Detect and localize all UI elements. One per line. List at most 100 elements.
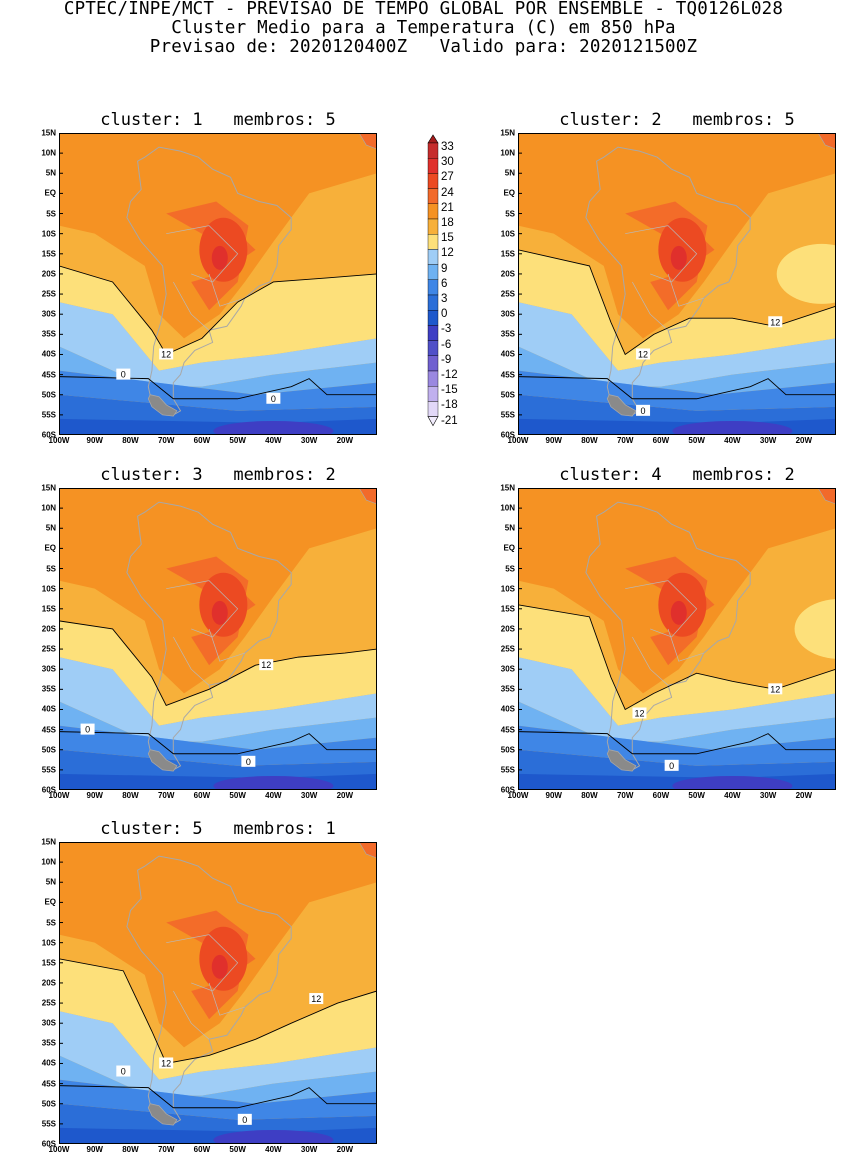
contour-label-bg — [241, 755, 256, 767]
lat-tick-label: 5S — [46, 564, 56, 574]
colorbar-label: -3 — [441, 323, 452, 336]
lon-tick-label: 20W — [336, 791, 354, 800]
lon-tick-label: 80W — [122, 436, 139, 445]
lat-tick-label: 45S — [500, 370, 515, 380]
lat-tick-label: 5N — [504, 168, 515, 178]
country-border — [208, 982, 245, 1016]
lat-tick-label: 40S — [41, 704, 56, 714]
country-border — [173, 990, 210, 1040]
lat-tick-label: EQ — [503, 188, 515, 198]
lat-tick-label: 15S — [500, 249, 515, 259]
lon-tick-label: 60W — [193, 1145, 211, 1154]
contour-12 — [59, 620, 377, 707]
lon-tick-label: 40W — [265, 791, 282, 800]
contour-label-bg — [632, 707, 647, 719]
contour-label-bg — [159, 348, 174, 360]
band-6-9 — [59, 302, 377, 387]
lon-tick-label: 20W — [795, 436, 813, 445]
contour-label: 0 — [669, 761, 674, 771]
lon-tick-label: 60W — [193, 436, 211, 445]
colorbar-label: 18 — [441, 217, 454, 229]
africa-coast — [358, 133, 377, 150]
cluster-panel-2: cluster: 2 membros: 5 15N 10N 5N EQ 5S 10S 15S… — [480, 110, 836, 450]
page-header: CPTEC/INPE/MCT - PREVISAO DE TEMPO GLOBA… — [0, 0, 847, 57]
contour-0 — [59, 1085, 377, 1109]
colorbar-swatch — [427, 249, 439, 265]
colorbar-swatch — [427, 401, 439, 417]
lon-tick-label: 40W — [265, 1145, 282, 1154]
lat-tick-label: 20S — [500, 269, 515, 279]
colorbar-swatch — [427, 264, 439, 281]
colorbar-label: 9 — [441, 262, 448, 275]
band-9-12 — [518, 604, 836, 726]
lat-tick-label: 55S — [41, 1119, 56, 1129]
lon-tick-label: 90W — [86, 436, 103, 445]
lat-tick-label: 40S — [41, 349, 56, 359]
lat-tick-label: 30S — [41, 664, 56, 674]
colorbar-label: 15 — [441, 232, 454, 245]
contour-label-bg — [116, 368, 131, 380]
contour-0 — [59, 731, 377, 755]
lat-tick-label: 10S — [500, 229, 515, 239]
lat-tick-label: EQ — [44, 188, 56, 198]
band-0-3 — [518, 725, 836, 766]
lat-tick-label: 15N — [500, 483, 515, 493]
band-9-12 — [59, 958, 377, 1080]
lat-tick-label: 15N — [41, 128, 56, 138]
lon-tick-label: 50W — [229, 436, 246, 445]
band-3-6 — [518, 701, 836, 750]
lon-tick-label: 100W — [48, 1145, 70, 1154]
coastline-south-america — [585, 146, 751, 416]
lat-tick-label: 60S — [41, 785, 56, 795]
country-border — [173, 636, 210, 686]
contour-label: 12 — [638, 349, 648, 359]
panel-title: cluster: 5 membros: 1 — [100, 819, 336, 839]
map-frame — [59, 488, 377, 790]
colorbar-max-arrow — [427, 134, 439, 144]
contour-label-bg — [266, 392, 281, 404]
band-9-12-north — [776, 243, 836, 304]
colorbar-swatch — [427, 309, 439, 326]
lon-tick-label: 60W — [652, 436, 670, 445]
contour-label: 0 — [641, 406, 646, 416]
colorbar-label: -15 — [441, 384, 458, 397]
lat-tick-label: 20S — [41, 978, 56, 988]
temperature-map: 12 12 0 — [518, 488, 836, 790]
contour-label: 0 — [242, 1115, 247, 1125]
contour-label: 12 — [311, 994, 321, 1004]
lat-tick-label: 15N — [41, 837, 56, 847]
latitude-axis: 15N 10N 5N EQ 5S 10S 15S 20S 25S 30S 35S 40S 45S 50S 5… — [21, 129, 57, 440]
colorbar-swatch — [427, 355, 439, 372]
contour-label: 0 — [271, 394, 276, 404]
lat-tick-label: 55S — [41, 410, 56, 420]
lon-tick-label: 80W — [122, 791, 139, 800]
lon-tick-label: 70W — [616, 791, 634, 800]
country-border — [625, 225, 698, 283]
colorbar-label: 27 — [441, 171, 454, 184]
map-svg: 12 12 0 — [518, 488, 836, 790]
map-frame — [518, 488, 836, 790]
lat-tick-label: 15S — [41, 604, 56, 614]
lon-tick-label: 50W — [229, 1145, 246, 1154]
contour-0 — [59, 376, 377, 400]
lat-tick-label: 25S — [41, 998, 56, 1008]
contour-label: 0 — [121, 1067, 126, 1077]
colorbar-min-arrow — [427, 416, 439, 427]
patagonia-islands — [606, 394, 637, 417]
contour-label-bg — [636, 348, 651, 360]
lat-tick-label: 45S — [41, 370, 56, 380]
contour-label-bg — [116, 1065, 131, 1077]
colorbar-label: 30 — [441, 156, 454, 169]
contour-label: 12 — [770, 684, 780, 694]
contour-label-bg — [237, 1113, 252, 1125]
map-svg: 12 12 0 0 — [59, 842, 377, 1144]
contour-label: 12 — [634, 708, 644, 718]
lat-tick-label: 5N — [45, 168, 56, 178]
colorbar-label: -18 — [441, 399, 458, 412]
lat-tick-label: 10N — [41, 503, 56, 513]
map-frame — [518, 133, 836, 435]
panel-title: cluster: 4 membros: 2 — [559, 465, 795, 485]
cluster-panel-3: cluster: 3 membros: 2 15N 10N 5N EQ 5S 10S 15S… — [21, 465, 377, 805]
lat-tick-label: 45S — [500, 725, 515, 735]
lon-tick-label: 70W — [157, 791, 175, 800]
